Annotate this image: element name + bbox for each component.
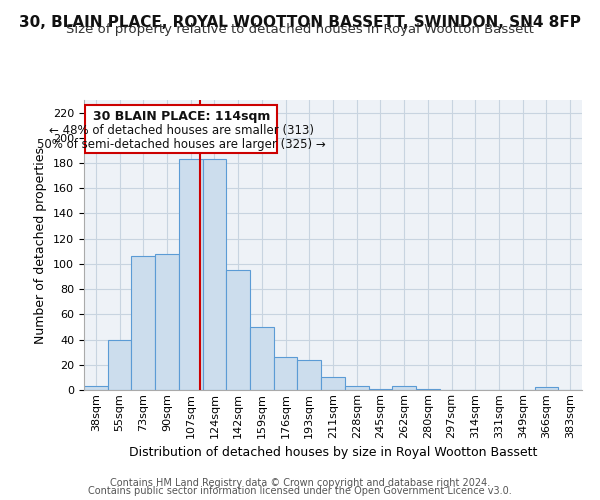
Bar	[368, 388, 392, 390]
Text: 50% of semi-detached houses are larger (325) →: 50% of semi-detached houses are larger (…	[37, 138, 326, 151]
FancyBboxPatch shape	[85, 105, 277, 153]
Bar	[416, 388, 440, 390]
Text: 30 BLAIN PLACE: 114sqm: 30 BLAIN PLACE: 114sqm	[92, 110, 270, 123]
Bar	[226, 270, 250, 390]
Bar	[345, 386, 368, 390]
Bar	[108, 340, 131, 390]
Text: 30, BLAIN PLACE, ROYAL WOOTTON BASSETT, SWINDON, SN4 8FP: 30, BLAIN PLACE, ROYAL WOOTTON BASSETT, …	[19, 15, 581, 30]
Text: Contains public sector information licensed under the Open Government Licence v3: Contains public sector information licen…	[88, 486, 512, 496]
Bar	[274, 357, 298, 390]
Bar	[179, 160, 203, 390]
X-axis label: Distribution of detached houses by size in Royal Wootton Bassett: Distribution of detached houses by size …	[129, 446, 537, 459]
Text: Contains HM Land Registry data © Crown copyright and database right 2024.: Contains HM Land Registry data © Crown c…	[110, 478, 490, 488]
Y-axis label: Number of detached properties: Number of detached properties	[34, 146, 47, 344]
Bar	[250, 327, 274, 390]
Bar	[131, 256, 155, 390]
Bar	[321, 378, 345, 390]
Bar	[392, 386, 416, 390]
Bar	[84, 386, 108, 390]
Text: ← 48% of detached houses are smaller (313): ← 48% of detached houses are smaller (31…	[49, 124, 314, 137]
Bar	[155, 254, 179, 390]
Bar	[203, 160, 226, 390]
Text: Size of property relative to detached houses in Royal Wootton Bassett: Size of property relative to detached ho…	[66, 22, 534, 36]
Bar	[535, 388, 558, 390]
Bar	[298, 360, 321, 390]
